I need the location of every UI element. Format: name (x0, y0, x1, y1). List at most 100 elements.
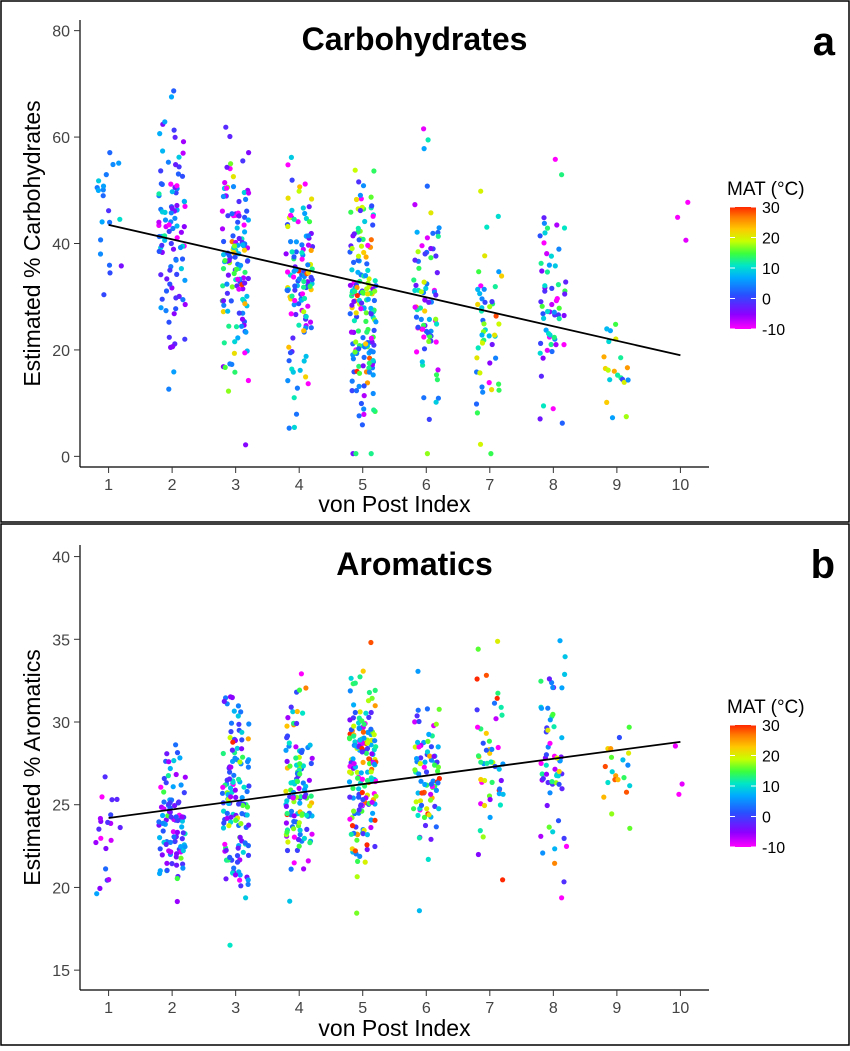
data-point (235, 845, 241, 851)
data-point (613, 773, 619, 779)
data-point (299, 256, 305, 262)
data-point (224, 164, 230, 170)
data-point (352, 349, 358, 355)
data-point (415, 668, 421, 674)
data-point (349, 267, 355, 273)
data-point (421, 334, 427, 340)
data-point (220, 825, 227, 831)
data-point (433, 316, 439, 322)
data-point (96, 826, 102, 832)
data-point (355, 225, 361, 231)
data-point (358, 400, 364, 407)
data-point (352, 680, 358, 686)
data-point (174, 829, 180, 836)
data-point (551, 724, 557, 730)
data-point (361, 249, 367, 256)
data-point (556, 768, 562, 775)
data-point (372, 687, 378, 694)
data-point (372, 738, 378, 744)
x-tick-label: 2 (168, 1000, 177, 1017)
data-point (609, 811, 615, 817)
data-point (180, 848, 186, 854)
data-point (486, 333, 492, 339)
data-point (285, 269, 291, 275)
data-point (239, 737, 245, 743)
data-point (362, 859, 368, 865)
data-point (475, 724, 481, 730)
data-point (609, 769, 615, 775)
data-point (219, 226, 226, 232)
x-tick-label: 10 (672, 477, 690, 494)
data-point (547, 717, 553, 723)
data-point (238, 709, 244, 715)
data-point (562, 291, 568, 297)
data-point (284, 735, 290, 741)
data-point (301, 284, 307, 290)
data-point (232, 872, 239, 878)
data-point (370, 810, 376, 816)
data-point (538, 260, 544, 266)
data-point (291, 254, 297, 260)
data-point (365, 267, 371, 273)
x-tick-label: 9 (612, 477, 621, 494)
data-point (172, 838, 178, 845)
data-point (295, 219, 301, 225)
data-point (179, 836, 185, 842)
data-point (309, 196, 315, 202)
data-point (352, 288, 358, 294)
data-point (349, 823, 356, 829)
data-point (552, 846, 558, 852)
data-point (174, 202, 180, 209)
data-point (238, 883, 244, 889)
data-point (412, 767, 418, 773)
data-point (286, 425, 292, 431)
data-point (364, 842, 370, 848)
data-point (547, 790, 553, 796)
data-point (352, 848, 358, 854)
data-point (284, 847, 291, 854)
data-point (435, 768, 441, 774)
data-point (222, 180, 228, 186)
data-point (221, 340, 227, 346)
legend-tick-label: 20 (762, 231, 780, 248)
data-point (370, 222, 376, 228)
data-point (365, 242, 371, 248)
data-point (556, 305, 562, 311)
data-point (219, 790, 226, 796)
data-point (559, 895, 565, 901)
data-point (164, 276, 170, 282)
data-point (432, 762, 438, 768)
data-point (305, 303, 311, 309)
x-tick-label: 6 (422, 1000, 431, 1017)
data-point (623, 789, 630, 795)
data-point (296, 301, 302, 307)
x-tick-label: 8 (549, 1000, 558, 1017)
panel-a: 1 2 3 4 5 6 7 8 9 10 0 20 40 60 80 Carbohydrates a von Po… (0, 0, 850, 523)
data-point (222, 364, 228, 370)
legend-tick-label: 20 (762, 749, 780, 766)
data-point (561, 312, 567, 319)
data-point (302, 181, 308, 187)
data-point (179, 818, 185, 824)
data-point (297, 800, 303, 806)
data-point (550, 711, 556, 718)
data-point (428, 210, 434, 216)
data-point (685, 199, 691, 205)
data-point (475, 753, 482, 759)
data-point (350, 356, 356, 362)
data-point (545, 705, 551, 711)
data-point (302, 794, 308, 800)
data-point (232, 755, 238, 761)
data-point (476, 269, 482, 275)
data-point (542, 230, 548, 236)
data-point (539, 303, 545, 309)
data-point (373, 793, 379, 799)
data-point (477, 828, 483, 834)
data-point (299, 749, 305, 756)
data-point (226, 776, 233, 782)
data-point (291, 274, 297, 280)
data-point (411, 277, 417, 283)
data-point (304, 826, 310, 833)
data-point (351, 733, 357, 739)
data-point (424, 749, 431, 755)
